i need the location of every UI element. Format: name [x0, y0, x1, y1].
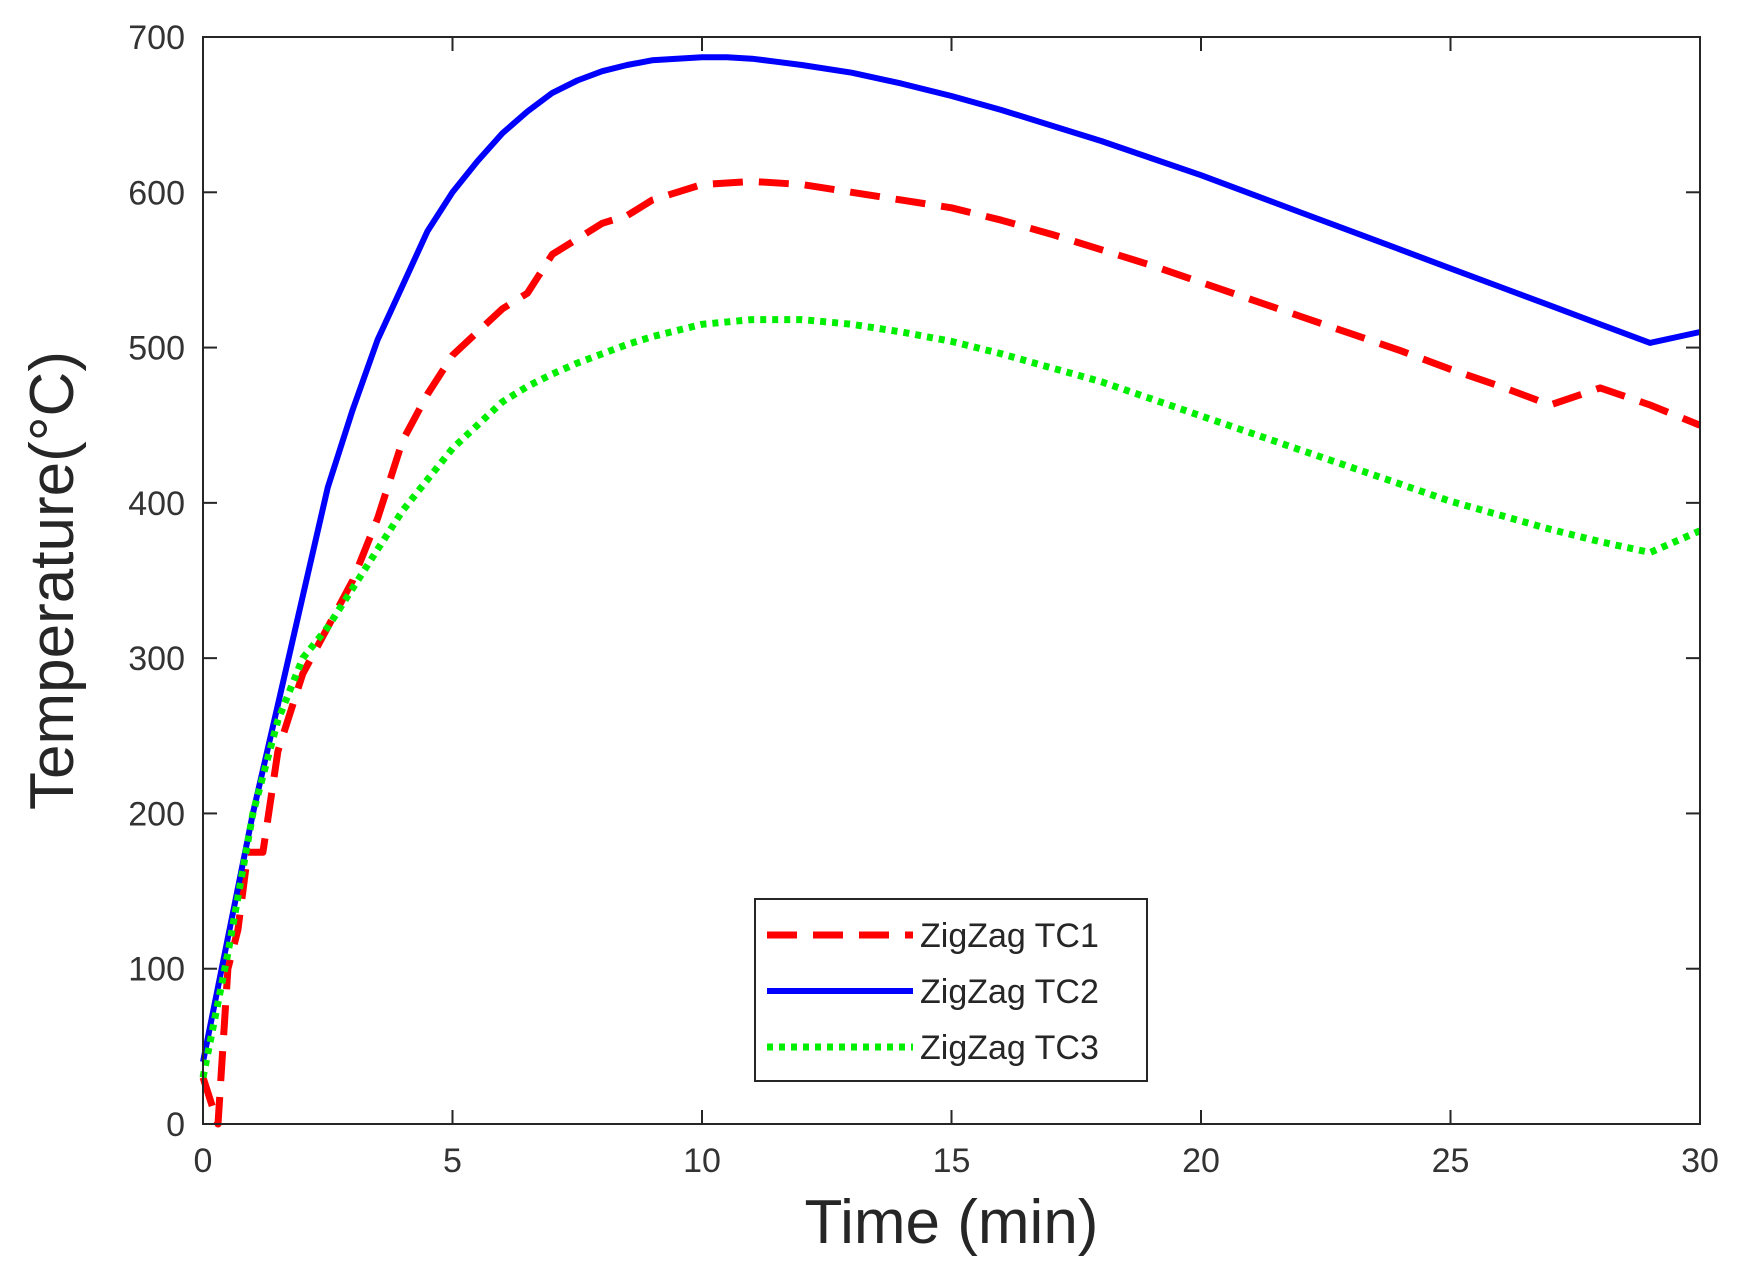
legend-label-3: ZigZag TC3 — [920, 1029, 1099, 1067]
legend-label-2: ZigZag TC2 — [920, 973, 1099, 1011]
x-tick-label: 0 — [194, 1142, 213, 1180]
legend: ZigZag TC1 ZigZag TC2 ZigZag TC3 — [754, 898, 1148, 1082]
series-line-1 — [199, 177, 1702, 1128]
y-tick-label: 200 — [128, 795, 185, 833]
y-tick-label: 600 — [128, 174, 185, 212]
y-tick-label: 100 — [128, 951, 185, 989]
x-tick-label: 10 — [683, 1142, 721, 1180]
series-line-2 — [200, 54, 1701, 1063]
y-axis-label: Temperature(°C) — [18, 351, 87, 810]
x-tick-label: 5 — [443, 1142, 462, 1180]
y-tick-label: 0 — [166, 1106, 185, 1144]
y-tick-label: 400 — [128, 485, 185, 523]
y-tick-label: 300 — [128, 640, 185, 678]
y-tick-label: 700 — [128, 19, 185, 57]
x-tick-label: 30 — [1681, 1142, 1719, 1180]
x-axis-label: Time (min) — [805, 1188, 1099, 1257]
x-tick-label: 20 — [1182, 1142, 1220, 1180]
x-tick-label: 25 — [1432, 1142, 1470, 1180]
legend-label-1: ZigZag TC1 — [920, 917, 1099, 955]
series-layer — [199, 54, 1702, 1128]
x-tick-label: 15 — [933, 1142, 971, 1180]
series-line-3 — [199, 316, 1702, 1079]
y-tick-label: 500 — [128, 330, 185, 368]
